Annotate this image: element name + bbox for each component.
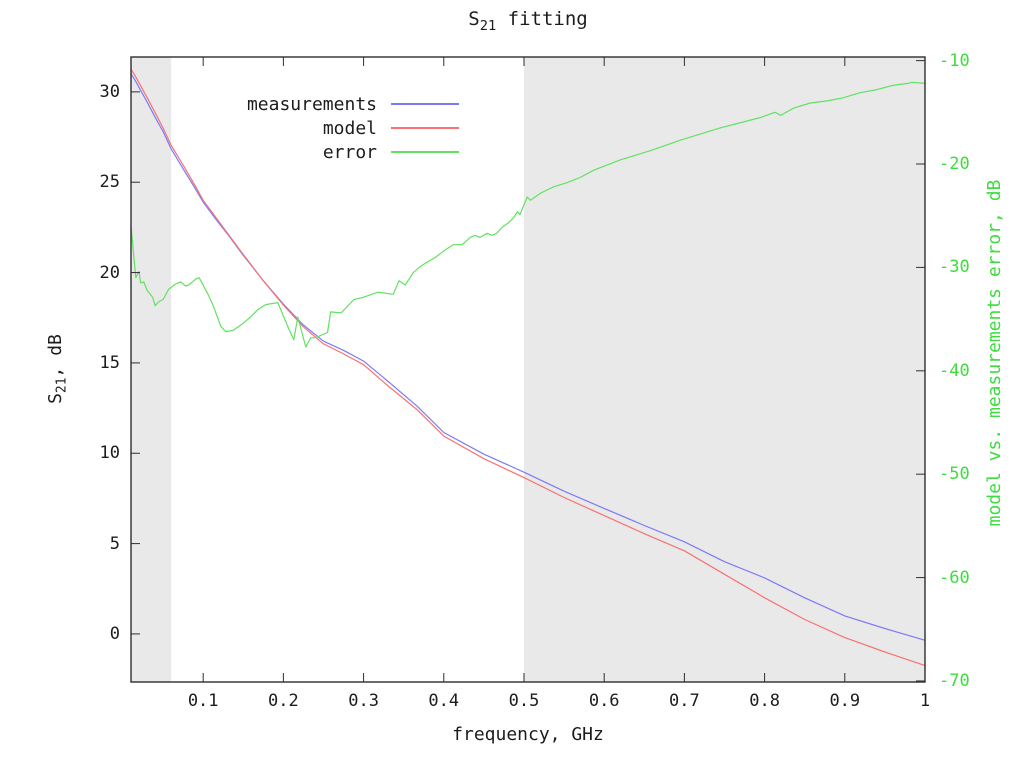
y-left-tick-label: 10 [99, 443, 120, 464]
y-left-tick-label: 25 [99, 172, 120, 193]
legend: measurements model error [217, 92, 459, 164]
y-right-tick-label: -60 [939, 567, 970, 588]
x-tick-label: 0.1 [187, 691, 219, 711]
y-right-tick-label: -30 [939, 257, 970, 278]
shaded-band [131, 57, 172, 682]
plot-border [130, 56, 926, 683]
y-left-tick-label: 0 [109, 623, 120, 644]
y-right-tick-label: -70 [939, 670, 970, 691]
legend-item-measurements: measurements [217, 92, 459, 116]
left-y-axis-title-subscript: 21 [54, 377, 70, 394]
chart-title-suffix: fitting [496, 8, 588, 30]
shaded-band [523, 57, 925, 682]
x-tick-label: 1 [919, 691, 931, 711]
chart-title: S21 fitting [131, 8, 925, 34]
legend-line-swatch [391, 127, 459, 129]
x-tick-label: 0.8 [749, 691, 780, 711]
left-y-axis-title-prefix: S [45, 393, 66, 404]
x-axis-title: frequency, GHz [452, 724, 604, 745]
chart-title-prefix: S [468, 8, 480, 30]
series-model-line [130, 68, 926, 667]
right-y-axis-title: model vs. measurements error, dB [984, 179, 1005, 527]
x-tick-label: 0.5 [508, 691, 540, 711]
y-right-tick-label: -20 [939, 154, 970, 174]
y-right-tick-label: -10 [939, 50, 970, 71]
chart-title-subscript: 21 [479, 17, 497, 34]
legend-label: measurements [246, 93, 377, 115]
x-tick-label: 0.3 [348, 691, 379, 711]
legend-label: error [322, 141, 377, 163]
y-right-tick-label: -50 [939, 464, 970, 485]
x-tick-label: 0.6 [588, 691, 620, 711]
y-left-tick-label: 15 [99, 352, 120, 373]
legend-item-error: error [217, 140, 459, 164]
series-error-line [130, 81, 926, 348]
x-tick-label: 0.2 [268, 691, 299, 711]
y-left-tick-label: 5 [109, 533, 120, 554]
legend-line-swatch [391, 103, 459, 105]
y-left-tick-label: 30 [99, 81, 120, 102]
legend-item-model: model [217, 116, 459, 140]
legend-label: model [322, 117, 377, 139]
series-measurements-line [130, 73, 926, 641]
legend-line-swatch [391, 151, 459, 153]
y-left-tick-label: 20 [99, 262, 120, 283]
x-tick-label: 0.7 [669, 691, 700, 711]
x-tick-label: 0.4 [428, 691, 460, 711]
x-tick-label: 0.9 [829, 691, 861, 711]
y-right-tick-label: -40 [939, 360, 970, 381]
